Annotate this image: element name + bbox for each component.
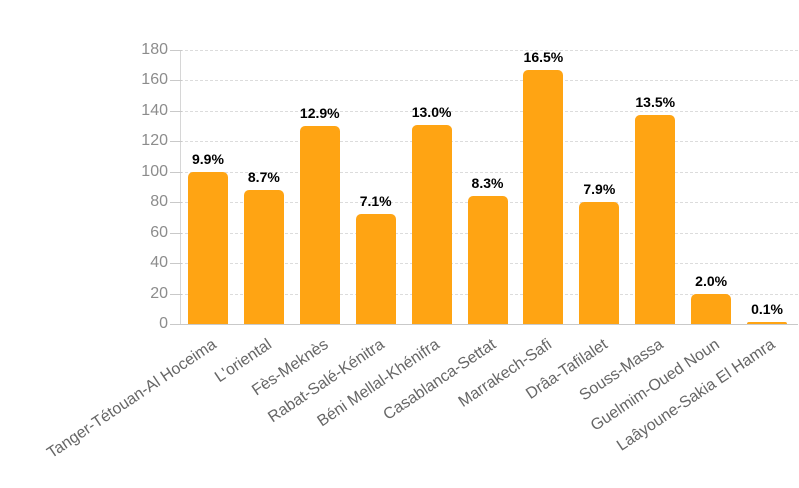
bar <box>355 214 396 324</box>
bar-value-label: 7.1% <box>359 193 392 210</box>
bar-value-label: 13.0% <box>411 103 452 120</box>
x-axis-line <box>170 324 798 325</box>
bar-value-label: 0.1% <box>751 301 783 317</box>
y-axis-tick <box>170 80 182 82</box>
bar-value-label: 12.9% <box>299 105 340 122</box>
y-axis-tick-label: 20 <box>150 284 168 302</box>
y-axis-tick-label: 80 <box>150 193 168 211</box>
plot-area: 9.9% 8.7% 12.9% 7.1% 13.0% 8.3% 16.5% 7.9% 13.5%… <box>180 48 798 324</box>
x-axis-category-label: Tanger-Tétouan-Al Hoceima <box>44 336 220 462</box>
y-axis-tick <box>170 50 182 51</box>
bar-value-label: 13.5% <box>635 94 676 111</box>
bar <box>243 190 284 324</box>
gridline <box>180 141 798 143</box>
y-axis-tick <box>170 324 182 325</box>
bar-value-label: 7.9% <box>583 181 616 198</box>
y-axis-tick-label: 120 <box>141 132 168 150</box>
y-axis-tick-label: 40 <box>150 254 168 272</box>
bar <box>299 126 340 324</box>
y-axis-line <box>180 50 181 324</box>
y-axis-tick-label: 100 <box>141 162 168 180</box>
y-axis-tick-label: 180 <box>141 41 168 58</box>
bar <box>579 202 620 324</box>
gridline <box>180 80 798 82</box>
bar-value-label: 8.7% <box>247 169 280 186</box>
y-axis-tick-label: 160 <box>141 71 168 89</box>
bar <box>523 69 564 324</box>
y-axis-tick <box>170 232 182 234</box>
bar-value-label: 16.5% <box>523 48 564 65</box>
y-axis-tick <box>170 263 182 265</box>
y-axis-tick-label: 60 <box>150 223 168 241</box>
bar <box>747 322 788 324</box>
bar <box>187 171 228 324</box>
y-axis-tick <box>170 293 182 295</box>
y-axis-tick <box>170 110 182 112</box>
y-axis-tick <box>170 171 182 173</box>
gridline <box>180 50 798 51</box>
bar-value-label: 9.9% <box>191 150 224 167</box>
bar <box>691 293 732 324</box>
bar <box>411 124 452 324</box>
x-axis: Tanger-Tétouan-Al Hoceima L'oriental Fès-M… <box>44 324 795 488</box>
bar <box>635 115 676 324</box>
y-axis-tick <box>170 202 182 204</box>
y-axis-tick-label: 140 <box>141 101 168 119</box>
bar-value-label: 8.3% <box>471 175 504 192</box>
gridline <box>180 110 798 112</box>
bar <box>467 196 508 324</box>
gridline <box>180 171 798 173</box>
y-axis-tick <box>170 141 182 143</box>
y-axis-tick-label: 0 <box>159 315 168 332</box>
bar-value-label: 2.0% <box>695 272 728 289</box>
